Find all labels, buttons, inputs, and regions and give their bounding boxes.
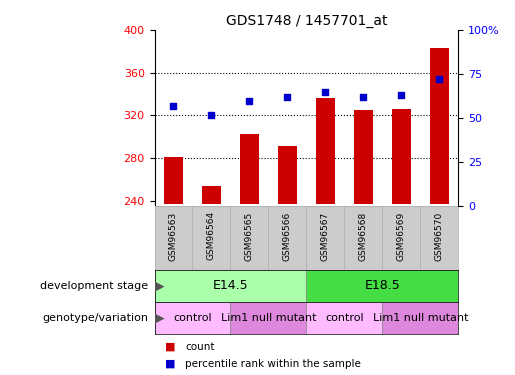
Text: genotype/variation: genotype/variation [42, 313, 148, 323]
Text: count: count [185, 342, 215, 352]
Point [397, 92, 405, 98]
Point [321, 89, 330, 95]
Title: GDS1748 / 1457701_at: GDS1748 / 1457701_at [226, 13, 387, 28]
Text: E14.5: E14.5 [213, 279, 248, 292]
Point [169, 103, 178, 109]
Text: GSM96570: GSM96570 [435, 211, 444, 261]
Bar [392, 109, 411, 204]
Text: ▶: ▶ [154, 279, 164, 292]
Bar [164, 157, 183, 204]
Bar [430, 48, 449, 204]
Bar [202, 186, 221, 204]
Text: control: control [325, 313, 364, 323]
Bar [382, 302, 458, 334]
Text: GSM96565: GSM96565 [245, 211, 254, 261]
Bar [306, 270, 458, 302]
Text: GSM96569: GSM96569 [397, 211, 406, 261]
Text: GSM96563: GSM96563 [169, 211, 178, 261]
Text: GSM96567: GSM96567 [321, 211, 330, 261]
Text: E18.5: E18.5 [365, 279, 400, 292]
Bar [278, 146, 297, 204]
Text: development stage: development stage [40, 281, 148, 291]
Bar [231, 302, 306, 334]
Bar [316, 98, 335, 204]
Point [245, 98, 253, 104]
Text: percentile rank within the sample: percentile rank within the sample [185, 359, 362, 369]
Text: GSM96564: GSM96564 [207, 211, 216, 261]
Bar [354, 110, 373, 204]
Text: control: control [173, 313, 212, 323]
Text: ■: ■ [165, 359, 175, 369]
Bar [306, 302, 383, 334]
Text: GSM96566: GSM96566 [283, 211, 292, 261]
Point [435, 76, 443, 82]
Bar [154, 302, 231, 334]
Text: ▶: ▶ [154, 311, 164, 324]
Bar [154, 270, 306, 302]
Point [208, 112, 216, 118]
Bar [240, 134, 259, 204]
Text: GSM96568: GSM96568 [359, 211, 368, 261]
Point [359, 94, 368, 100]
Text: Lim1 null mutant: Lim1 null mutant [221, 313, 316, 323]
Text: Lim1 null mutant: Lim1 null mutant [373, 313, 468, 323]
Point [283, 94, 291, 100]
Text: ■: ■ [165, 342, 175, 352]
